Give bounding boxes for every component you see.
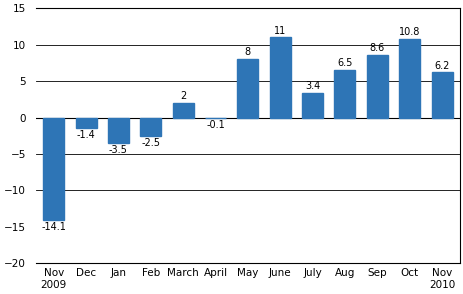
- Bar: [43, 118, 64, 220]
- Bar: [269, 37, 290, 118]
- Text: -1.4: -1.4: [76, 130, 95, 140]
- Bar: [366, 55, 387, 118]
- Text: 8.6: 8.6: [369, 43, 384, 53]
- Text: 6.5: 6.5: [337, 58, 352, 68]
- Text: 11: 11: [274, 26, 286, 36]
- Bar: [75, 118, 96, 128]
- Bar: [237, 59, 258, 118]
- Text: 6.2: 6.2: [433, 61, 449, 71]
- Text: -3.5: -3.5: [109, 145, 128, 155]
- Bar: [108, 118, 129, 143]
- Text: -0.1: -0.1: [206, 120, 225, 130]
- Bar: [301, 93, 322, 118]
- Bar: [431, 72, 451, 118]
- Bar: [398, 39, 419, 118]
- Bar: [140, 118, 161, 136]
- Text: 8: 8: [244, 47, 250, 57]
- Text: 2: 2: [180, 91, 186, 101]
- Text: 10.8: 10.8: [398, 27, 419, 37]
- Text: -2.5: -2.5: [141, 138, 160, 148]
- Bar: [172, 103, 193, 118]
- Bar: [334, 70, 355, 118]
- Text: 3.4: 3.4: [304, 81, 319, 91]
- Text: -14.1: -14.1: [41, 222, 66, 232]
